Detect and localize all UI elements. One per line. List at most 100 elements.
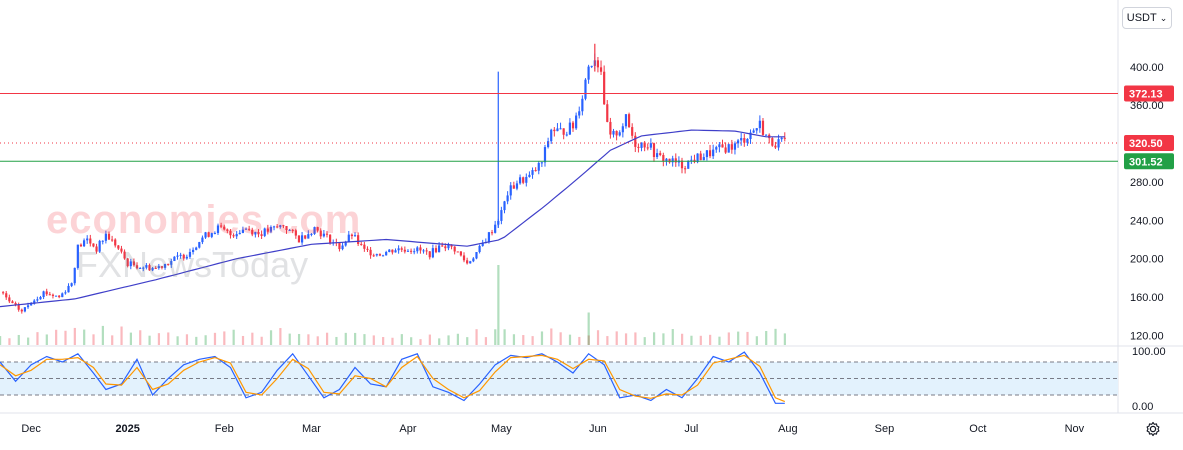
candle-body: [606, 104, 609, 122]
volume-bar: [213, 332, 217, 345]
candle-body: [61, 293, 64, 298]
volume-bar: [260, 336, 263, 345]
candle-body: [422, 250, 425, 252]
candle-body: [503, 201, 506, 211]
volume-bar: [354, 332, 357, 345]
candle-body: [774, 145, 777, 148]
candle-body: [58, 295, 61, 298]
candle-body: [369, 249, 372, 256]
volume-bar: [288, 333, 291, 345]
candle-body: [761, 120, 765, 135]
candle-body: [129, 261, 132, 267]
candle-body: [269, 227, 273, 232]
candle-body: [20, 309, 23, 312]
volume-bar: [269, 330, 273, 345]
candle-body: [403, 249, 406, 252]
candle-body: [612, 130, 615, 135]
candle-body: [615, 130, 618, 136]
volume-bar: [755, 336, 758, 345]
candle-body: [581, 98, 584, 112]
settings-gear-icon[interactable]: [1143, 419, 1163, 439]
candle-body: [453, 246, 456, 252]
volume-bar: [606, 336, 609, 345]
volume-bar: [297, 333, 301, 345]
price-level-label: 320.50: [1129, 138, 1163, 150]
price-tick-label: 360.00: [1130, 100, 1164, 112]
candle-body: [478, 245, 481, 253]
price-level-label: 301.52: [1129, 156, 1163, 168]
candle-body: [525, 176, 528, 183]
candle-body: [643, 142, 646, 148]
candle-body: [522, 177, 525, 183]
candle-body: [148, 265, 151, 271]
candle-body: [357, 235, 360, 244]
volume-bar: [363, 334, 366, 345]
candle-body: [372, 255, 375, 257]
candle-body: [145, 265, 148, 268]
candle-body: [251, 229, 254, 235]
volume-bar: [568, 334, 572, 345]
candle-body: [487, 232, 491, 243]
candle-body: [95, 246, 98, 252]
candle-body: [550, 129, 553, 142]
candle-body: [708, 150, 712, 157]
volume-bar: [111, 335, 114, 345]
candle-body: [36, 299, 39, 301]
stoch-line-d: [0, 354, 786, 403]
candle-body: [307, 234, 310, 239]
volume-bar: [531, 336, 534, 345]
candle-body: [67, 285, 70, 293]
candle-body: [388, 249, 391, 253]
candle-body: [111, 239, 114, 241]
candle-body: [288, 229, 291, 231]
candle-body: [518, 177, 522, 184]
currency-selector[interactable]: USDT ⌄: [1122, 7, 1172, 29]
candle-body: [104, 233, 107, 241]
candle-body: [204, 232, 207, 238]
candle-body: [466, 260, 469, 264]
candle-body: [627, 114, 631, 128]
volume-bar: [316, 336, 319, 345]
volume-bar: [307, 334, 310, 345]
candle-body: [266, 228, 269, 232]
price-level-badge: [1124, 153, 1174, 170]
candle-body: [565, 134, 568, 136]
candle-body: [338, 242, 341, 250]
candle-body: [712, 149, 715, 157]
candle-body: [400, 248, 403, 250]
candle-body: [655, 153, 659, 158]
candle-body: [366, 248, 369, 250]
candle-body: [659, 153, 662, 155]
candle-body: [584, 79, 587, 99]
time-tick-label: May: [491, 423, 512, 435]
candle-body: [547, 141, 550, 148]
volume-bar: [64, 330, 67, 345]
candles: [2, 43, 786, 314]
candle-body: [438, 245, 441, 253]
volume-bar: [139, 330, 142, 345]
candle-body: [170, 261, 173, 265]
candle-body: [777, 139, 780, 148]
candle-body: [531, 170, 534, 175]
candle-body: [313, 227, 316, 234]
stoch-tick-label: 100.00: [1132, 346, 1166, 358]
volume-bar: [0, 336, 2, 345]
volume-bar: [372, 335, 375, 345]
candle-body: [705, 150, 709, 158]
chevron-down-icon: ⌄: [1159, 12, 1168, 23]
candle-body: [260, 234, 263, 236]
volume-bar: [737, 331, 740, 345]
candle-body: [409, 250, 413, 252]
candle-body: [30, 303, 33, 306]
moving-average-line: [0, 129, 785, 308]
volume-bar: [615, 331, 618, 345]
candle-body: [568, 122, 571, 135]
volume-bar: [279, 328, 282, 345]
volume-bar: [466, 337, 469, 345]
candle-body: [213, 232, 216, 234]
candle-body: [73, 267, 76, 284]
candle-body: [297, 235, 301, 243]
candle-body: [329, 234, 332, 244]
